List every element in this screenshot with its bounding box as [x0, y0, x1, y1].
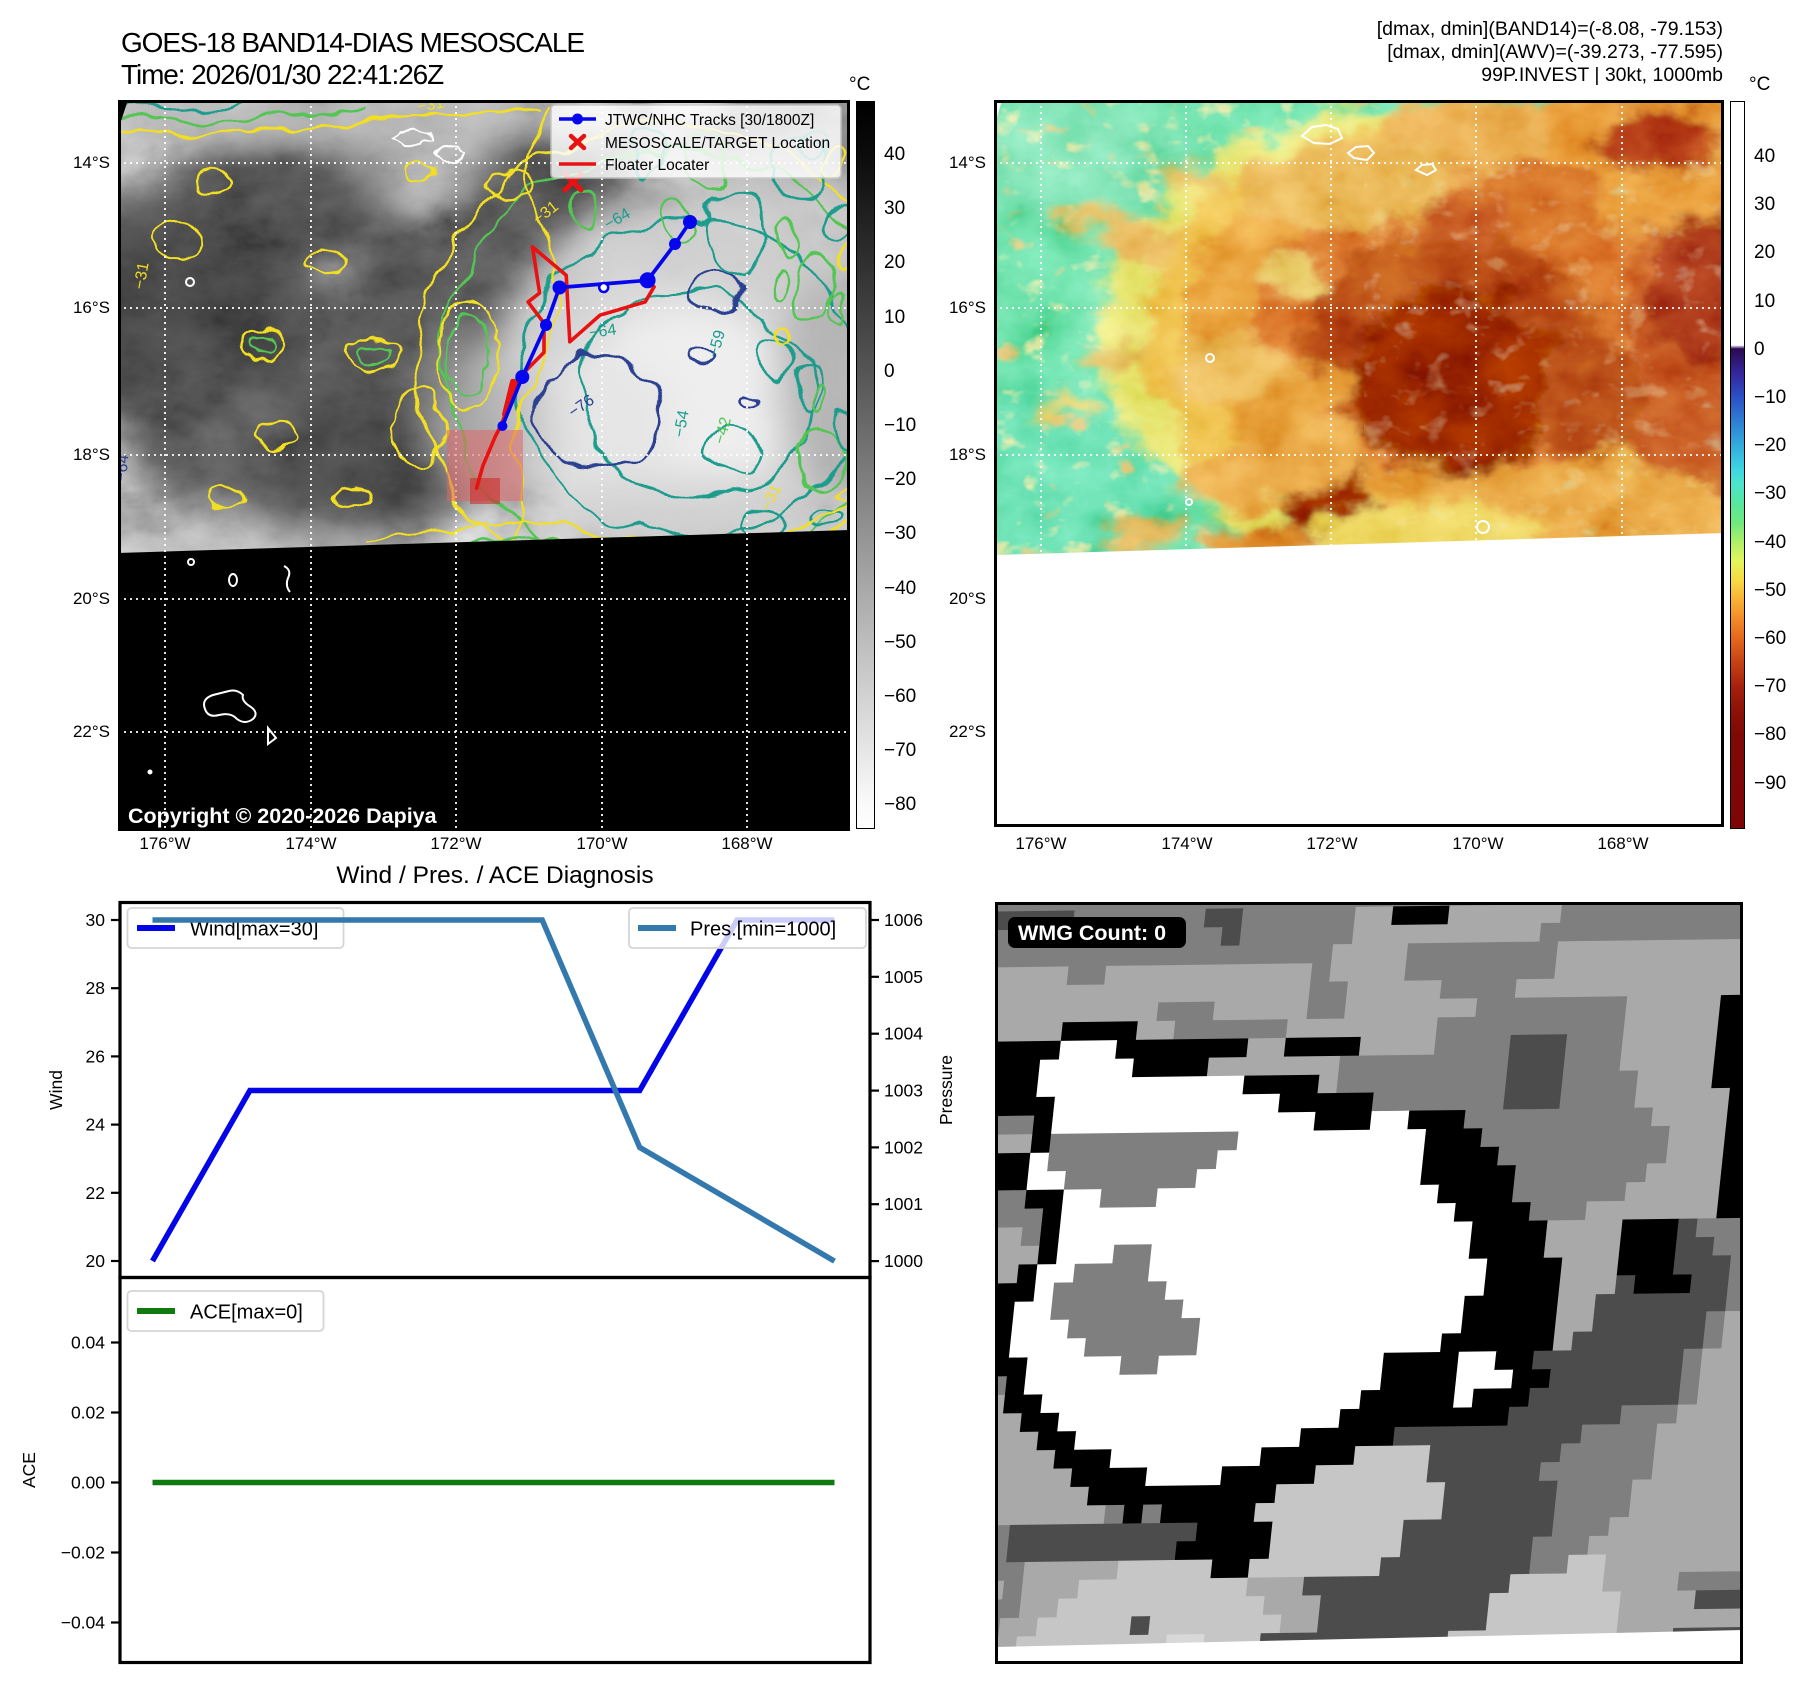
svg-text:30: 30: [86, 910, 106, 930]
svg-text:1001: 1001: [884, 1194, 923, 1214]
svg-text:Wind / Pres. / ACE Diagnosis: Wind / Pres. / ACE Diagnosis: [336, 862, 653, 889]
svg-text:Wind: Wind: [46, 1070, 66, 1110]
svg-text:0.00: 0.00: [71, 1473, 105, 1493]
svg-text:MESOSCALE/TARGET Location: MESOSCALE/TARGET Location: [605, 135, 830, 152]
svg-text:1005: 1005: [884, 967, 923, 987]
svg-text:−42: −42: [711, 415, 734, 446]
svg-text:1003: 1003: [884, 1081, 923, 1101]
svg-text:1000: 1000: [884, 1251, 923, 1271]
svg-text:Wind[max=30]: Wind[max=30]: [190, 919, 318, 941]
svg-text:WMG Count: 0: WMG Count: 0: [1018, 921, 1166, 945]
svg-text:26: 26: [86, 1046, 105, 1066]
svg-text:−31: −31: [131, 261, 152, 291]
svg-text:1002: 1002: [884, 1137, 923, 1157]
svg-text:1004: 1004: [884, 1024, 923, 1044]
svg-text:ACE: ACE: [19, 1452, 39, 1488]
svg-text:28: 28: [86, 978, 105, 998]
svg-text:20: 20: [86, 1251, 106, 1271]
svg-text:−64: −64: [588, 321, 617, 342]
svg-text:22: 22: [86, 1183, 105, 1203]
svg-text:−54: −54: [671, 409, 692, 439]
svg-text:−0.04: −0.04: [61, 1613, 106, 1633]
svg-text:Floater Locater: Floater Locater: [605, 157, 709, 174]
svg-text:0.02: 0.02: [71, 1403, 105, 1423]
svg-text:Copyright © 2020-2026 Dapiya: Copyright © 2020-2026 Dapiya: [128, 804, 438, 828]
svg-text:JTWC/NHC Tracks [30/1800Z]: JTWC/NHC Tracks [30/1800Z]: [605, 112, 814, 129]
svg-text:−59: −59: [705, 328, 728, 359]
svg-text:−31: −31: [416, 100, 446, 116]
svg-text:Pressure: Pressure: [936, 1055, 956, 1125]
svg-text:−0.02: −0.02: [61, 1543, 105, 1563]
svg-text:24: 24: [86, 1115, 106, 1135]
svg-text:ACE[max=0]: ACE[max=0]: [190, 1302, 303, 1324]
svg-text:−64: −64: [118, 454, 132, 483]
svg-text:Pres.[min=1000]: Pres.[min=1000]: [690, 919, 836, 941]
svg-text:1006: 1006: [884, 910, 923, 930]
svg-text:0.04: 0.04: [71, 1333, 105, 1353]
